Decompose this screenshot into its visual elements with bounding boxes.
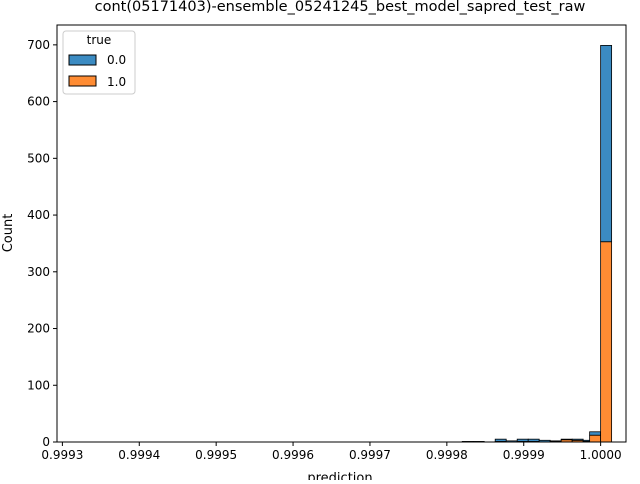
y-tick-label-3: 300 xyxy=(27,265,50,279)
y-tick-label-5: 500 xyxy=(27,151,50,165)
bar-true-0-9 xyxy=(571,438,584,441)
legend: true 0.0 1.0 xyxy=(62,30,136,95)
x-tick-label-4: 0.9997 xyxy=(349,448,391,462)
chart-title: cont(05171403)-ensemble_05241245_best_mo… xyxy=(95,0,586,15)
x-axis: 0.9993 0.9994 0.9995 0.9996 0.9997 0.9998 0.99… xyxy=(41,442,622,462)
x-tick-label-0: 0.9993 xyxy=(41,448,83,462)
y-tick-label-2: 200 xyxy=(27,322,50,336)
bar-true-0-5 xyxy=(527,438,540,442)
plot-frame xyxy=(56,24,627,443)
y-tick-label-7: 700 xyxy=(27,38,50,52)
y-tick-label-4: 400 xyxy=(27,208,50,222)
x-axis-label: prediction xyxy=(307,471,372,480)
x-tick-label-1: 0.9994 xyxy=(118,448,160,462)
bar-true-0-11 xyxy=(589,431,602,436)
y-axis-label: Count xyxy=(1,214,16,253)
y-tick-label-0: 0 xyxy=(42,435,50,449)
legend-label-1: 1.0 xyxy=(107,75,126,89)
bar-true-0-2 xyxy=(494,438,507,442)
legend-title: true xyxy=(87,33,112,47)
bars-layer xyxy=(461,45,613,443)
legend-swatch-0 xyxy=(68,54,97,66)
y-axis: 0 100 200 300 400 500 600 700 xyxy=(27,38,57,449)
bar-true-0-7 xyxy=(549,440,562,442)
bar-true-0-4 xyxy=(516,438,529,442)
y-tick-label-1: 100 xyxy=(27,378,50,392)
x-tick-label-7: 1.0000 xyxy=(580,448,622,462)
x-tick-label-3: 0.9996 xyxy=(272,448,314,462)
bar-true-0-8 xyxy=(560,438,573,441)
bar-true-1-12 xyxy=(600,241,613,443)
legend-label-0: 0.0 xyxy=(107,53,126,67)
x-tick-label-2: 0.9995 xyxy=(195,448,237,462)
bar-true-1-11 xyxy=(589,434,602,443)
x-tick-label-5: 0.9998 xyxy=(426,448,468,462)
bar-true-0-12 xyxy=(600,45,613,243)
legend-swatch-1 xyxy=(68,75,97,87)
y-tick-label-6: 600 xyxy=(27,95,50,109)
x-tick-label-6: 0.9999 xyxy=(503,448,545,462)
